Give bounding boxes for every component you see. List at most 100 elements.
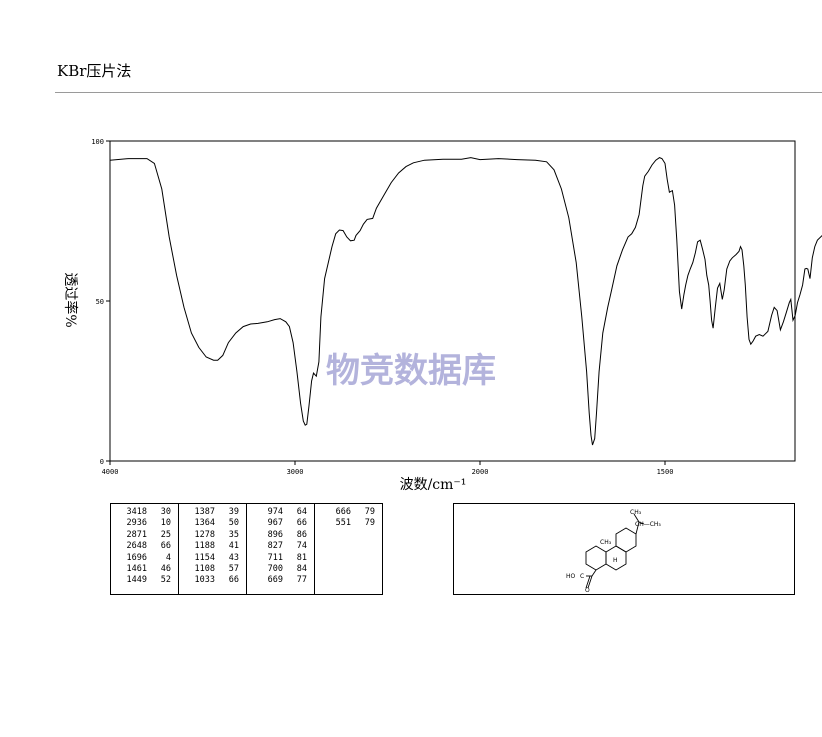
peak-transmittance: 79: [364, 507, 375, 517]
peak-table-row: 669 77: [247, 575, 314, 586]
peak-transmittance: 4: [165, 552, 171, 563]
plot-frame: [109, 140, 796, 462]
x-tick-label: 3000: [287, 468, 304, 476]
spectrum-line: [109, 157, 822, 446]
peak-table-row: 711 81: [247, 553, 314, 564]
peak-wavenumber: 1188: [194, 541, 215, 552]
peak-table-row: 1033 66: [179, 575, 246, 586]
structure-label-ch3: CH₃: [630, 509, 642, 516]
x-tick-label: 1500: [657, 468, 674, 476]
peak-table-row: 1696 4: [111, 553, 178, 564]
peak-table-row: 1364 50: [179, 518, 246, 529]
peak-wavenumber: 827: [267, 541, 283, 552]
peak-transmittance: 81: [296, 552, 307, 563]
peak-transmittance: 50: [228, 518, 239, 529]
structure-label-h: H: [613, 557, 618, 564]
page-title: KBr压片法: [57, 62, 132, 80]
peak-wavenumber: 551: [335, 518, 351, 529]
peak-transmittance: 46: [160, 564, 171, 575]
structure-label-c: C: [580, 573, 584, 580]
peak-wavenumber: 669: [267, 575, 283, 586]
peak-transmittance: 52: [160, 575, 171, 586]
peak-wavenumber: 967: [267, 518, 283, 529]
peak-transmittance: 43: [228, 552, 239, 563]
peak-wavenumber: 1461: [126, 564, 147, 575]
peak-wavenumber: 896: [267, 529, 283, 540]
structure-label-isopropyl: CH—CH₃: [635, 521, 661, 528]
peak-table-row: 1278 35: [179, 530, 246, 541]
peak-wavenumber: 1278: [194, 529, 215, 540]
peak-wavenumber: 666: [335, 507, 351, 517]
peak-transmittance: 30: [160, 507, 171, 517]
peak-table-row: 1461 46: [111, 564, 178, 575]
peak-table-row: 974 64: [247, 507, 314, 518]
peak-transmittance: 86: [296, 529, 307, 540]
ring-a: [585, 545, 607, 571]
peak-table-column: 3418 30 2936 10 2871 25 2648 66 1696 4 1461 46 1449 5…: [111, 504, 179, 594]
y-axis-label: 透过率%: [62, 272, 79, 327]
structure-label-ch3-ring: CH₃: [600, 539, 612, 546]
peak-table-row: 967 66: [247, 518, 314, 529]
peak-wavenumber: 974: [267, 507, 283, 517]
peak-table-column: 666 79 551 79: [315, 504, 382, 594]
peak-wavenumber: 2871: [126, 529, 147, 540]
peak-table-row: 1188 41: [179, 541, 246, 552]
header-divider: [55, 92, 822, 93]
peak-transmittance: 39: [228, 507, 239, 517]
peak-table-row: 551 79: [315, 518, 382, 529]
peak-transmittance: 74: [296, 541, 307, 552]
structure-label-ho: HO: [566, 573, 576, 580]
peak-wavenumber: 1108: [194, 564, 215, 575]
peak-transmittance: 57: [228, 564, 239, 575]
peak-table-row: 1449 52: [111, 575, 178, 586]
ring-c: [615, 527, 637, 553]
y-axis-ticks: 0 50 100: [91, 138, 110, 466]
peak-wavenumber: 1033: [194, 575, 215, 586]
peak-wavenumber: 3418: [126, 507, 147, 517]
peak-wavenumber: 700: [267, 564, 283, 575]
peak-table-row: 2936 10: [111, 518, 178, 529]
peak-wavenumber: 1364: [194, 518, 215, 529]
peak-table-row: 3418 30: [111, 507, 178, 518]
peak-transmittance: 41: [228, 541, 239, 552]
peak-transmittance: 66: [296, 518, 307, 529]
peak-table: 3418 30 2936 10 2871 25 2648 66 1696 4 1461 46 1449 5…: [110, 503, 383, 595]
peak-transmittance: 35: [228, 529, 239, 540]
y-tick-label: 100: [91, 138, 104, 146]
peak-table-row: 1387 39: [179, 507, 246, 518]
peak-wavenumber: 1387: [194, 507, 215, 517]
peak-transmittance: 79: [364, 518, 375, 529]
peak-transmittance: 25: [160, 529, 171, 540]
peak-wavenumber: 2648: [126, 541, 147, 552]
peak-table-row: 2648 66: [111, 541, 178, 552]
structure-label-o: O: [585, 587, 590, 594]
y-tick-label: 0: [100, 458, 104, 466]
peak-table-row: 2871 25: [111, 530, 178, 541]
peak-transmittance: 64: [296, 507, 307, 517]
peak-transmittance: 10: [160, 518, 171, 529]
x-axis-ticks: 40003000200015001000500: [102, 461, 674, 476]
structure-box: CH₃ CH—CH₃ CH₃ H HO C O: [453, 503, 795, 595]
peak-wavenumber: 1449: [126, 575, 147, 586]
peak-transmittance: 84: [296, 564, 307, 575]
peak-table-row: 700 84: [247, 564, 314, 575]
x-axis-label: 波数/cm⁻¹: [400, 477, 467, 493]
peak-table-column: 974 64 967 66 896 86 827 74 711 81 700 84 669 77: [247, 504, 315, 594]
watermark-text: 物竞数据库: [326, 351, 496, 391]
peak-table-row: 1108 57: [179, 564, 246, 575]
peak-table-row: 1154 43: [179, 553, 246, 564]
peak-wavenumber: 1154: [194, 552, 215, 563]
x-tick-label: 4000: [102, 468, 119, 476]
peak-table-row: 827 74: [247, 541, 314, 552]
structure-diagram: CH₃ CH—CH₃ CH₃ H HO C O: [566, 509, 661, 594]
peak-wavenumber: 2936: [126, 518, 147, 529]
peak-wavenumber: 1696: [126, 552, 147, 563]
x-tick-label: 2000: [472, 468, 489, 476]
peak-wavenumber: 711: [267, 552, 283, 563]
peak-table-row: 896 86: [247, 530, 314, 541]
y-tick-label: 50: [96, 298, 104, 306]
peak-table-row: 666 79: [315, 507, 382, 518]
peak-transmittance: 66: [160, 541, 171, 552]
peak-transmittance: 66: [228, 575, 239, 586]
